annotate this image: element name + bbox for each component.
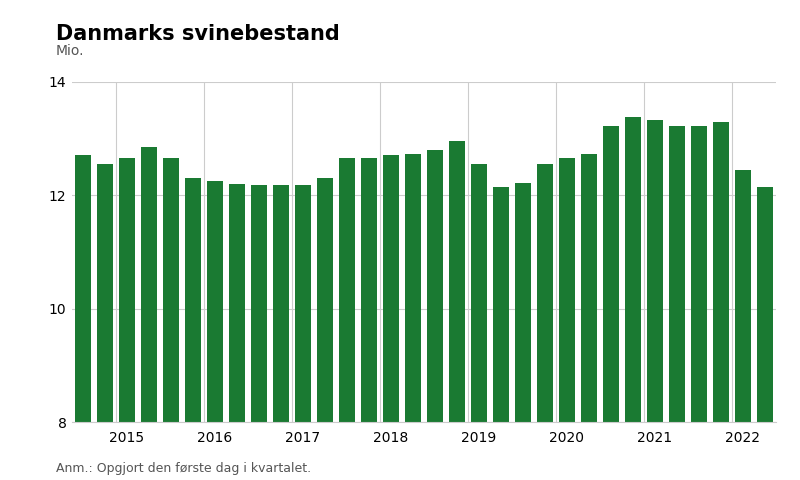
Bar (558, 158, 575, 480)
Bar (294, 185, 311, 480)
Text: Anm.: Opgjort den første dag i kvartalet.: Anm.: Opgjort den første dag i kvartalet… (56, 462, 311, 475)
Text: Mio.: Mio. (56, 44, 85, 58)
Bar (470, 164, 487, 480)
Bar (690, 126, 707, 480)
Bar (734, 169, 751, 480)
Text: Danmarks svinebestand: Danmarks svinebestand (56, 24, 340, 44)
Bar (97, 164, 114, 480)
Bar (537, 164, 554, 480)
Bar (162, 158, 179, 480)
Bar (757, 187, 774, 480)
Bar (493, 187, 510, 480)
Bar (602, 126, 619, 480)
Bar (646, 120, 663, 480)
Bar (118, 158, 135, 480)
Bar (581, 154, 598, 480)
Bar (514, 183, 531, 480)
Bar (449, 141, 466, 480)
Bar (338, 158, 355, 480)
Bar (669, 126, 686, 480)
Bar (206, 181, 223, 480)
Bar (250, 185, 267, 480)
Bar (405, 154, 422, 480)
Bar (625, 117, 642, 480)
Bar (317, 178, 334, 480)
Bar (141, 147, 158, 480)
Bar (185, 178, 202, 480)
Bar (713, 122, 730, 480)
Bar (229, 184, 246, 480)
Bar (382, 156, 399, 480)
Bar (273, 185, 290, 480)
Bar (74, 156, 91, 480)
Bar (426, 150, 443, 480)
Bar (361, 158, 378, 480)
